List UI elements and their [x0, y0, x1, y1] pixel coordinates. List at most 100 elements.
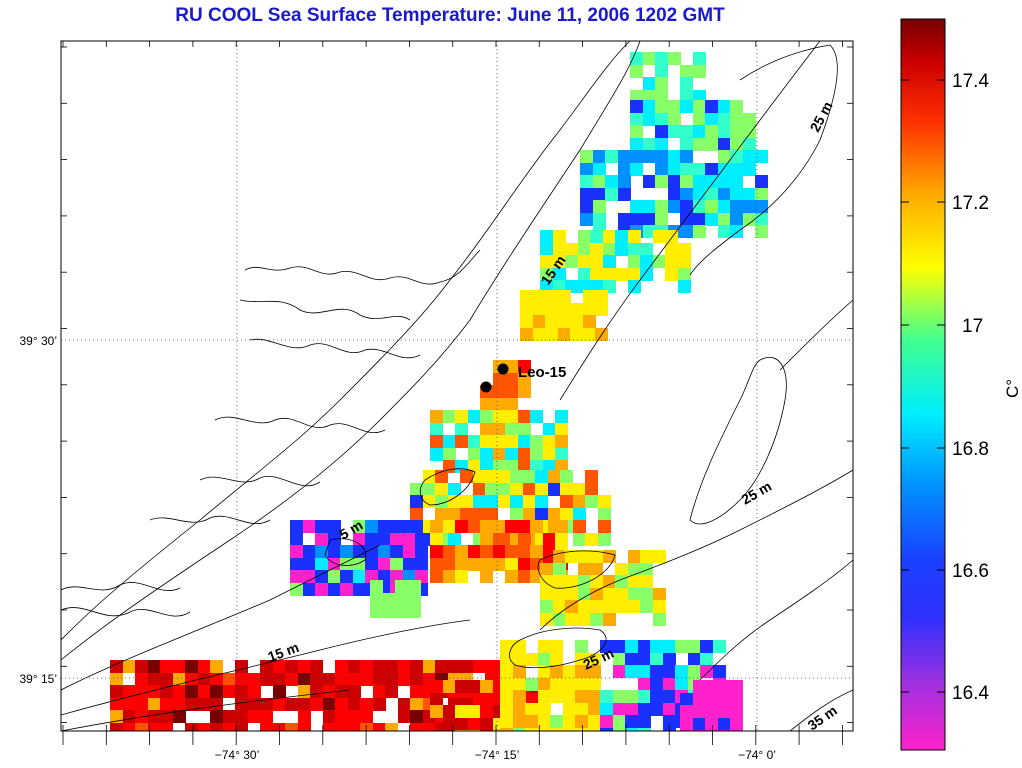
sst-pixel: [590, 255, 603, 268]
sst-pixel: [523, 483, 536, 496]
sst-pixel: [520, 303, 533, 316]
sst-pixel: [693, 163, 706, 176]
sst-pixel: [480, 460, 493, 473]
sst-pixel: [680, 65, 693, 78]
sst-pixel: [628, 563, 641, 576]
sst-pixel: [513, 715, 526, 728]
sst-pixel: [518, 520, 531, 533]
sst-pixel: [540, 575, 553, 588]
sst-pixel: [668, 125, 681, 138]
sst-pixel: [663, 653, 676, 666]
sst-pixel: [505, 730, 518, 731]
sst-pixel: [493, 460, 506, 473]
sst-pixel: [505, 435, 518, 448]
colorbar-tick-label: 16.4: [952, 683, 989, 704]
sst-pixel: [655, 175, 668, 188]
sst-pixel: [693, 65, 706, 78]
sst-pixel: [513, 640, 526, 653]
sst-pixel: [755, 213, 768, 226]
colorbar-tick-label: 17: [962, 316, 983, 337]
contour-label: 35 m: [805, 702, 840, 733]
sst-pixel: [493, 533, 506, 546]
sst-pixel: [615, 600, 628, 613]
sst-pixel: [148, 723, 161, 731]
sst-pixel: [185, 660, 198, 673]
sst-pixel: [578, 550, 591, 563]
sst-pixel: [625, 690, 638, 703]
sst-pixel: [563, 715, 576, 728]
sst-pixel: [713, 640, 726, 653]
sst-pixel: [598, 533, 611, 546]
sst-pixel: [410, 508, 423, 521]
sst-pixel: [550, 640, 563, 653]
sst-pixel: [443, 570, 456, 583]
sst-pixel: [523, 470, 536, 483]
sst-pixel: [410, 673, 423, 686]
sst-pixel: [688, 640, 701, 653]
sst-pixel: [755, 225, 768, 238]
sst-pixel: [385, 723, 398, 731]
sst-pixel: [198, 723, 211, 731]
sst-pixel: [430, 520, 443, 533]
sst-pixel: [675, 640, 688, 653]
sst-pixel: [588, 678, 601, 691]
sst-pixel: [435, 483, 448, 496]
sst-pixel: [525, 653, 538, 666]
sst-pixel: [198, 685, 211, 698]
sst-pixel: [473, 470, 486, 483]
sst-pixel: [630, 100, 643, 113]
sst-pixel: [135, 673, 148, 686]
sst-pixel: [533, 315, 546, 328]
sst-pixel: [135, 723, 148, 731]
sst-pixel: [435, 660, 448, 673]
sst-pixel: [573, 520, 586, 533]
sst-pixel: [538, 690, 551, 703]
sst-pixel: [718, 113, 731, 126]
sst-pixel: [578, 268, 591, 281]
sst-pixel: [398, 710, 411, 723]
sst-pixel: [585, 533, 598, 546]
sst-pixel: [718, 730, 731, 731]
sst-pixel: [548, 508, 561, 521]
sst-pixel: [565, 575, 578, 588]
sst-pixel: [110, 685, 123, 698]
sst-pixel: [558, 315, 571, 328]
sst-pixel: [628, 588, 641, 601]
sst-pixel: [360, 710, 373, 723]
sst-pixel: [598, 495, 611, 508]
sst-pixel: [315, 520, 328, 533]
sst-pixel: [590, 243, 603, 256]
sst-pixel: [590, 550, 603, 563]
sst-pixel: [668, 150, 681, 163]
sst-pixel: [638, 703, 651, 716]
sst-pixel: [618, 175, 631, 188]
sst-pixel: [578, 588, 591, 601]
sst-pixel: [160, 673, 173, 686]
sst-pixel: [625, 715, 638, 728]
sst-pixel: [500, 665, 513, 678]
sst-pixel: [643, 213, 656, 226]
sst-pixel: [123, 660, 136, 673]
sst-pixel: [518, 730, 531, 731]
sst-pixel: [718, 718, 731, 731]
sst-pixel: [538, 678, 551, 691]
sst-pixel: [148, 685, 161, 698]
sst-pixel: [680, 138, 693, 151]
sst-pixel: [480, 705, 493, 718]
sst-pixel: [498, 483, 511, 496]
sst-pixel: [668, 113, 681, 126]
sst-pixel: [185, 685, 198, 698]
sst-pixel: [650, 640, 663, 653]
sst-pixel: [560, 508, 573, 521]
sst-pixel: [480, 423, 493, 436]
sst-pixel: [693, 680, 706, 693]
sst-pixel: [680, 718, 693, 731]
sst-pixel: [480, 545, 493, 558]
sst-pixel: [310, 673, 323, 686]
sst-pixel: [628, 243, 641, 256]
sst-pixel: [328, 533, 341, 546]
sst-pixel: [680, 175, 693, 188]
sst-pixel: [403, 570, 416, 583]
sst-pixel: [410, 723, 423, 731]
